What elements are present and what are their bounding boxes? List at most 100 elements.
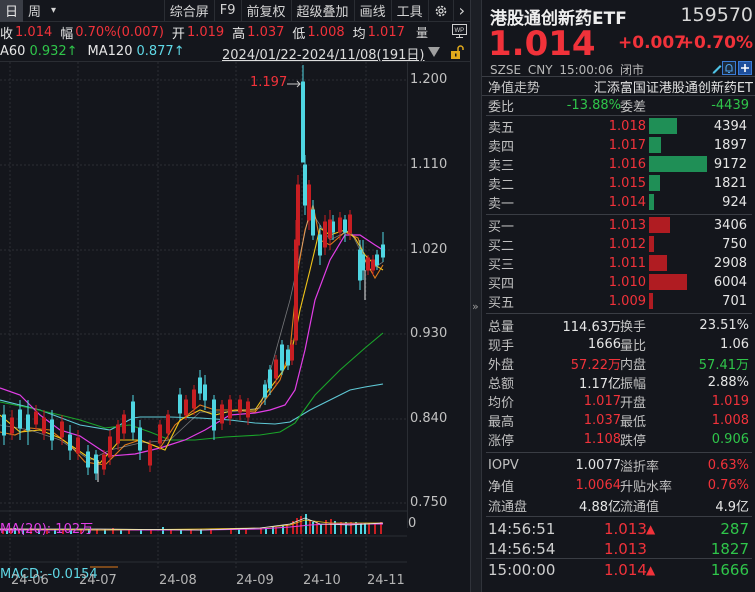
- bid-row[interactable]: 买二 1.012 750: [482, 235, 755, 254]
- bid-qty: 6004: [713, 275, 747, 290]
- tick-time: 14:56:51: [488, 519, 556, 538]
- etf-row: 净值 1.0064 升贴水率 0.76%: [482, 476, 755, 495]
- range-label: 幅: [60, 26, 74, 42]
- period-week-button[interactable]: 周: [28, 5, 42, 20]
- etf-row: IOPV 1.0077 溢折率 0.63%: [482, 456, 755, 475]
- ask-row[interactable]: 卖一 1.014 924: [482, 193, 755, 212]
- bid-price: 1.013: [608, 218, 646, 233]
- tick-qty: 1827: [710, 539, 749, 558]
- y-tick: 1.020: [410, 242, 448, 257]
- ask-row[interactable]: 卖五 1.018 4394: [482, 117, 755, 136]
- trade-tick-row: 15:00:00 1.014 ▲ 1666: [482, 559, 755, 580]
- etf-value: 0.63%: [707, 458, 749, 473]
- ask-price: 1.018: [608, 119, 646, 134]
- tick-qty: 287: [720, 519, 749, 538]
- bid-row[interactable]: 买三 1.011 2908: [482, 254, 755, 273]
- panel-splitter[interactable]: [470, 0, 482, 592]
- draw-line-button[interactable]: 画线: [359, 5, 386, 20]
- tick-price: 1.014: [604, 560, 647, 579]
- open-label: 开: [171, 26, 185, 42]
- up-arrow-icon: ▲: [646, 521, 656, 536]
- collapse-panel-icon[interactable]: »: [472, 300, 479, 313]
- ma120-value: 0.877↑: [136, 44, 185, 59]
- stat-value: 1.06: [720, 337, 749, 352]
- ask-level: 卖五: [488, 121, 515, 136]
- nav-trend-link[interactable]: 净值走势: [488, 80, 541, 96]
- bid-price: 1.011: [608, 256, 646, 271]
- y-tick: 1.110: [410, 157, 448, 172]
- settings-gear-icon[interactable]: [429, 0, 453, 22]
- ask-qty: 4394: [713, 119, 747, 134]
- divider: [486, 452, 752, 453]
- nav-trend-row[interactable]: 净值走势 汇添富国证港股通创新药ET: [482, 76, 755, 96]
- stat-label: 开盘: [620, 396, 647, 411]
- wp-monitor-icon[interactable]: WP: [452, 24, 467, 39]
- tools-button[interactable]: 工具: [396, 5, 423, 20]
- divider: [486, 516, 752, 517]
- trade-tick-row: 14:56:51 1.013 ▲ 287: [482, 518, 755, 539]
- y-tick: 1.200: [410, 72, 448, 87]
- date-range-link[interactable]: 2024/01/22-2024/11/08(191日): [222, 48, 425, 63]
- divider: [486, 115, 752, 116]
- ask-row[interactable]: 卖四 1.017 1897: [482, 136, 755, 155]
- ask-volume-bar: [649, 175, 660, 191]
- candlestick-chart[interactable]: [0, 62, 407, 592]
- bid-row[interactable]: 买四 1.010 6004: [482, 273, 755, 292]
- ask-row[interactable]: 卖三 1.016 9172: [482, 155, 755, 174]
- ask-qty: 9172: [713, 157, 747, 172]
- stat-value: 1.008: [711, 413, 749, 428]
- fund-full-name: 汇添富国证港股通创新药ET: [593, 80, 753, 96]
- chart-toolbar: 日 周 ▾ 综合屏 F9 前复权 超级叠加 画线 工具 ›: [0, 0, 470, 22]
- open-value: 1.019: [186, 24, 225, 40]
- etf-label: 溢折率: [620, 460, 660, 475]
- period-more-dropdown[interactable]: ▾: [51, 5, 57, 16]
- weicha-value: -4439: [711, 98, 749, 113]
- tick-time: 15:00:00: [488, 560, 556, 579]
- bid-level: 买二: [488, 239, 515, 254]
- trade-tick-row: 14:56:54 1.013 1827: [482, 538, 755, 559]
- stat-row: 总量 114.63万 换手 23.51%: [482, 316, 755, 335]
- ma60-label: A60: [0, 44, 26, 59]
- f9-button[interactable]: F9: [219, 3, 236, 18]
- stat-row: 涨停 1.108 跌停 0.906: [482, 430, 755, 449]
- security-code: 159570: [680, 4, 753, 26]
- stat-row: 均价 1.017 开盘 1.019: [482, 392, 755, 411]
- bid-volume-bar: [649, 255, 667, 271]
- low-label: 低: [292, 26, 306, 42]
- stat-label: 外盘: [488, 358, 515, 373]
- stat-label: 振幅: [620, 377, 647, 392]
- max-price-annotation: 1.197: [250, 75, 288, 90]
- up-arrow-icon: ▲: [646, 562, 656, 577]
- forward-adjust-button[interactable]: 前复权: [246, 5, 286, 20]
- high-value: 1.037: [247, 24, 285, 40]
- y-tick: 0.930: [410, 326, 448, 341]
- super-overlay-button[interactable]: 超级叠加: [296, 5, 349, 20]
- bid-qty: 701: [722, 294, 747, 309]
- y-tick: 0.750: [410, 495, 448, 510]
- stat-value: 1666: [587, 337, 621, 352]
- security-name: 港股通创新药ETF: [490, 9, 627, 29]
- chevron-right-icon[interactable]: ›: [458, 1, 465, 20]
- alert-bell-icon[interactable]: [722, 61, 736, 75]
- edit-pencil-icon[interactable]: [710, 61, 724, 75]
- composite-screen-button[interactable]: 综合屏: [169, 5, 209, 20]
- divider: [486, 558, 752, 559]
- unlock-icon[interactable]: [451, 45, 464, 59]
- bid-volume-bar: [649, 274, 687, 290]
- volume-label: 量: [416, 26, 429, 40]
- ask-row[interactable]: 卖二 1.015 1821: [482, 174, 755, 193]
- ask-level: 卖三: [488, 159, 515, 174]
- x-tick: 24-07: [79, 573, 117, 588]
- stat-row: 现手 1666 量比 1.06: [482, 335, 755, 354]
- avg-label: 均: [352, 26, 366, 42]
- bid-row[interactable]: 买五 1.009 701: [482, 292, 755, 311]
- stat-label: 总量: [488, 320, 515, 335]
- stat-value: 57.41万: [698, 358, 749, 373]
- period-day-button[interactable]: 日: [0, 0, 24, 22]
- stat-label: 量比: [620, 339, 647, 354]
- add-watchlist-icon[interactable]: [738, 61, 752, 75]
- x-tick: 24-10: [303, 573, 341, 588]
- bid-volume-bar: [649, 217, 670, 233]
- bid-row[interactable]: 买一 1.013 3406: [482, 216, 755, 235]
- date-range-dropdown-icon[interactable]: [428, 47, 440, 57]
